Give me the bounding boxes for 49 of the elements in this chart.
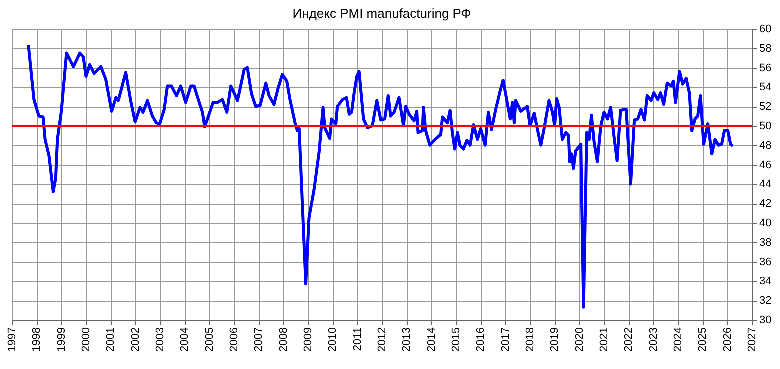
y-tick-label: 52	[760, 101, 772, 114]
x-tick-label: 2009	[302, 328, 314, 352]
x-tick-label: 1999	[56, 328, 68, 352]
x-tick-label: 2025	[697, 328, 710, 352]
x-tick-label: 2024	[672, 328, 684, 352]
x-tick-label: 2016	[475, 328, 488, 352]
y-tick-label: 32	[760, 295, 772, 308]
x-tick-label: 2026	[722, 328, 734, 352]
x-tick-label: 2012	[376, 328, 388, 352]
y-tick-label: 30	[760, 314, 772, 326]
x-tick-label: 2005	[204, 328, 216, 352]
x-tick-label: 2001	[105, 328, 118, 352]
y-tick-label: 46	[760, 159, 772, 172]
x-tick-label: 2017	[500, 328, 512, 352]
x-tick-label: 1997	[6, 328, 18, 352]
y-tick-label: 44	[760, 178, 772, 191]
x-tick-label: 2002	[130, 328, 142, 352]
y-tick-label: 36	[760, 256, 772, 268]
x-tick-label: 2018	[524, 328, 536, 352]
y-tick-label: 42	[760, 198, 772, 210]
y-tick-label: 40	[760, 218, 772, 230]
x-tick-label: 2013	[401, 328, 414, 352]
y-tick-label: 34	[760, 276, 772, 288]
x-tick-label: 2027	[746, 328, 758, 352]
x-tick-label: 2021	[598, 328, 610, 352]
x-tick-label: 2006	[228, 328, 240, 352]
y-tick-label: 38	[760, 236, 772, 249]
y-tick-label: 50	[760, 120, 772, 132]
chart-title: Индекс PMI manufacturing РФ	[292, 6, 472, 21]
line-series	[27, 44, 734, 309]
x-tick-label: 1998	[31, 328, 44, 352]
x-tick-label: 2023	[648, 328, 660, 352]
x-tick-label: 2014	[426, 328, 438, 352]
x-tick-label: 2008	[278, 328, 290, 352]
x-tick-label: 2010	[327, 328, 340, 352]
x-tick-label: 2000	[80, 328, 92, 352]
y-tick-label: 56	[760, 62, 772, 74]
y-tick-label: 58	[760, 42, 772, 55]
y-tick-label: 54	[760, 82, 772, 94]
x-tick-label: 2003	[154, 328, 166, 352]
x-tick-label: 2022	[623, 328, 636, 352]
y-tick-label: 48	[760, 140, 772, 152]
y-tick-label: 60	[760, 24, 772, 36]
x-tick-label: 2004	[179, 328, 192, 352]
x-tick-label: 2007	[253, 328, 266, 352]
x-tick-label: 2019	[549, 328, 562, 352]
x-tick-label: 2015	[450, 328, 462, 352]
x-tick-label: 2011	[352, 328, 364, 352]
x-tick-label: 2020	[574, 328, 586, 352]
